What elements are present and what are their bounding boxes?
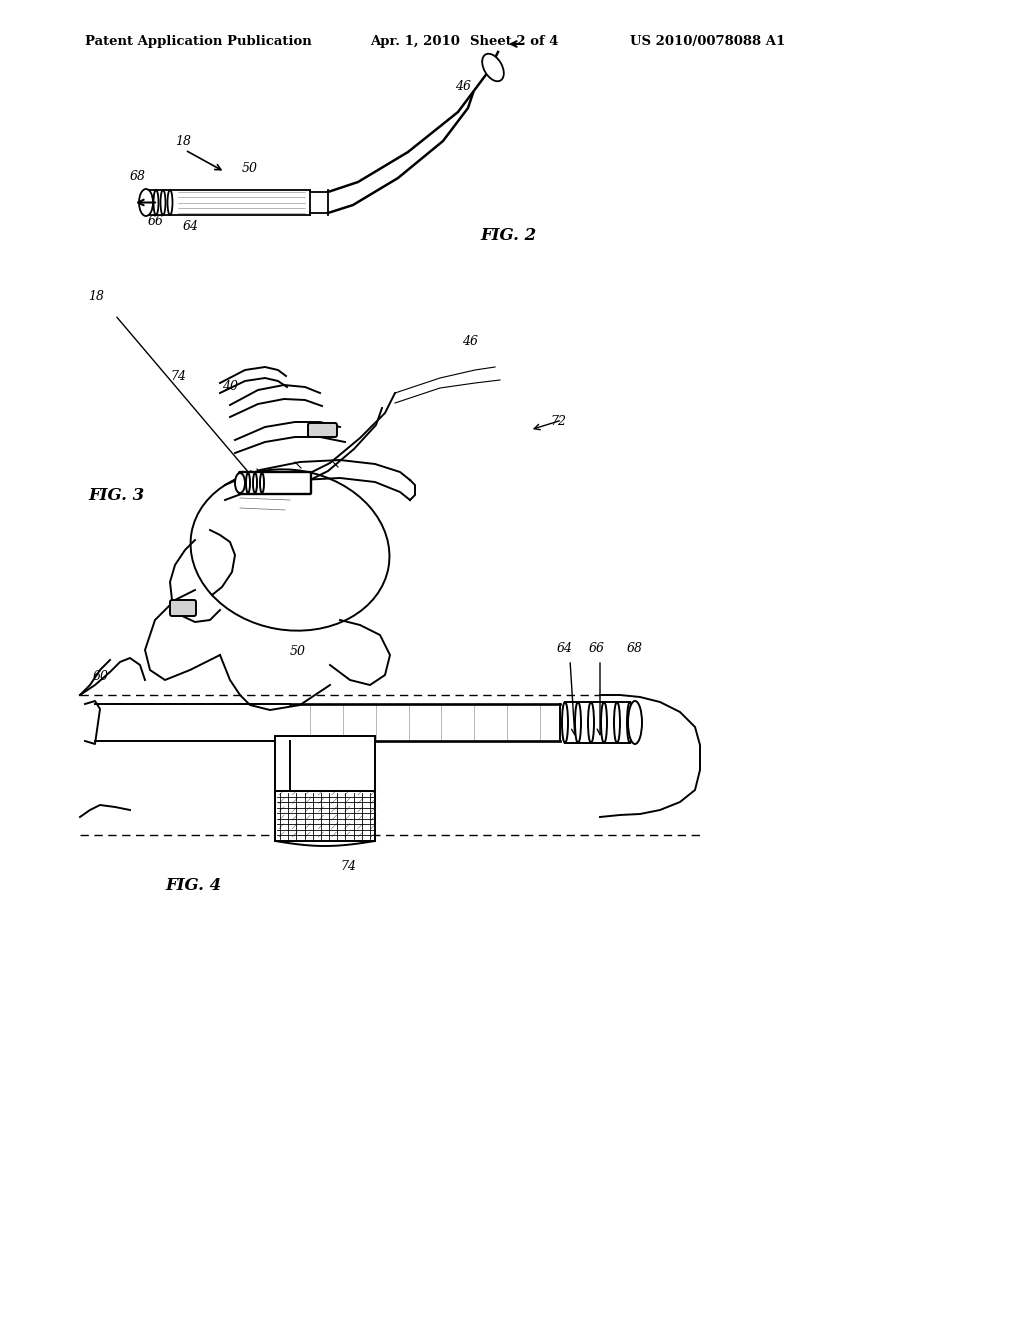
FancyBboxPatch shape [170,601,196,616]
Text: Sheet 2 of 4: Sheet 2 of 4 [470,36,558,48]
Text: 68: 68 [627,642,643,655]
FancyBboxPatch shape [308,422,337,437]
Text: 64: 64 [557,642,573,655]
Bar [275,791,375,841]
Ellipse shape [628,701,642,744]
Text: 66: 66 [148,215,164,228]
FancyBboxPatch shape [239,473,311,494]
Text: 50: 50 [242,162,258,176]
Text: 72: 72 [550,414,566,428]
Text: Patent Application Publication: Patent Application Publication [85,36,311,48]
Ellipse shape [482,54,504,82]
Ellipse shape [190,470,389,631]
Text: 68: 68 [130,170,146,183]
Text: Apr. 1, 2010: Apr. 1, 2010 [370,36,460,48]
Text: FIG. 3: FIG. 3 [88,487,144,504]
Text: 66: 66 [589,642,605,655]
Ellipse shape [234,473,245,492]
Text: 18: 18 [88,290,104,304]
Text: 18: 18 [175,135,191,148]
Text: 42: 42 [325,775,341,788]
Ellipse shape [139,189,153,216]
Bar [275,737,375,791]
Ellipse shape [562,702,568,743]
Text: FIG. 4: FIG. 4 [165,876,221,894]
Ellipse shape [601,702,607,743]
Text: 40: 40 [222,380,238,393]
Text: FIG. 2: FIG. 2 [480,227,537,244]
Ellipse shape [588,702,594,743]
Text: 46: 46 [462,335,478,348]
Text: 64: 64 [183,220,199,234]
Text: 50: 50 [290,645,306,657]
Ellipse shape [627,702,633,743]
Text: 74: 74 [170,370,186,383]
Text: 46: 46 [455,81,471,92]
Ellipse shape [614,702,620,743]
Text: 60: 60 [93,671,109,682]
Text: US 2010/0078088 A1: US 2010/0078088 A1 [630,36,785,48]
Text: 74: 74 [340,861,356,873]
Ellipse shape [575,702,581,743]
